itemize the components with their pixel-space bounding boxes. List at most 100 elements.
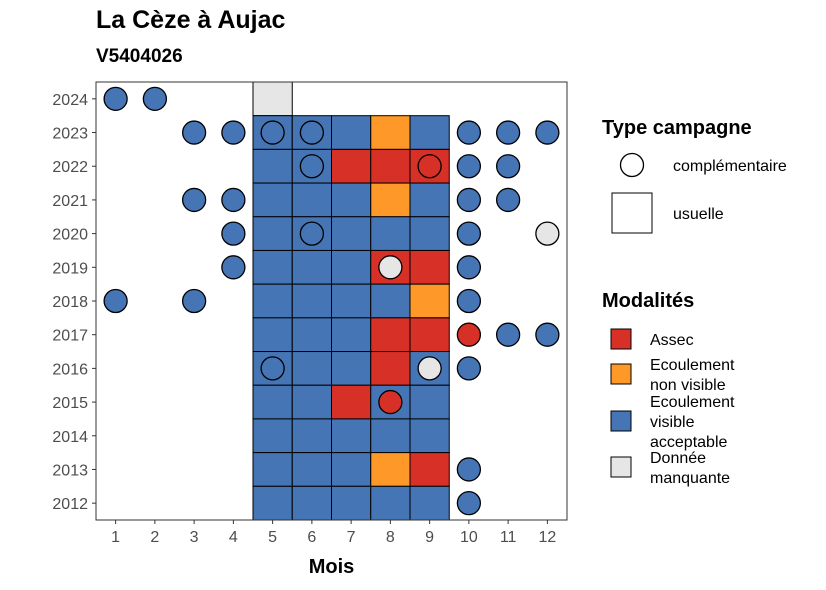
- tile-2019-7: [331, 249, 372, 285]
- y-tick-label-2022: 2022: [52, 159, 88, 176]
- y-tick-label-2018: 2018: [52, 294, 88, 311]
- tile-2012-9: [409, 485, 450, 521]
- tile-2019-6: [291, 249, 332, 285]
- point-2016-10: [456, 356, 482, 381]
- point-2019-8: [378, 255, 403, 280]
- x-tick-label-3: 3: [190, 529, 199, 546]
- y-tick-label-2024: 2024: [52, 92, 88, 109]
- tile-2016-8: [370, 351, 411, 386]
- tile-2018-8: [370, 283, 411, 319]
- tile-2022-7: [331, 148, 372, 184]
- legend-label-ecoulement-visible-acceptable-line-2: visible: [650, 414, 695, 431]
- legend-key-ecoulement-visible-acceptable: [610, 410, 632, 432]
- tile-2019-5: [252, 249, 293, 285]
- chart-subtitle: V5404026: [96, 46, 183, 67]
- x-tick-label-7: 7: [347, 529, 356, 546]
- x-tick-label-5: 5: [268, 529, 277, 546]
- y-tick-label-2020: 2020: [52, 227, 88, 244]
- y-tick-label-2021: 2021: [52, 193, 88, 210]
- legend-label-ecoulement-visible-acceptable-line-3: acceptable: [650, 434, 727, 451]
- tile-2014-7: [331, 418, 372, 454]
- x-tick-label-8: 8: [386, 529, 395, 546]
- y-tick-label-2023: 2023: [52, 126, 88, 143]
- tile-2015-5: [252, 384, 293, 420]
- tile-2013-8: [370, 452, 411, 487]
- x-tick-label-10: 10: [460, 529, 478, 546]
- point-2023-6: [299, 120, 325, 145]
- point-2018-3: [181, 288, 207, 314]
- legend-key-assec: [610, 328, 632, 350]
- tile-2020-7: [331, 216, 372, 251]
- tile-2014-6: [291, 418, 332, 454]
- tile-2013-7: [331, 452, 372, 487]
- point-2019-10: [456, 255, 482, 280]
- tile-2023-7: [331, 115, 372, 150]
- point-2023-10: [456, 120, 482, 145]
- y-tick-label-2012: 2012: [52, 496, 88, 513]
- point-2017-12: [535, 322, 560, 347]
- x-tick-label-4: 4: [229, 529, 238, 546]
- legend-label-usuelle: usuelle: [673, 206, 724, 223]
- point-2022-10: [456, 154, 482, 179]
- legend-campagne: Type campagne complémentaire usuelle: [602, 117, 787, 234]
- tile-2017-7: [331, 317, 372, 353]
- tile-2022-5: [252, 148, 293, 184]
- tile-2024-5: [252, 81, 293, 117]
- tile-2021-6: [291, 182, 332, 218]
- plot-area: 1 2 3 4 5 6 7 8 9 10 11 122012201320142015201620172…: [52, 81, 568, 578]
- tile-2015-6: [291, 384, 332, 420]
- x-tick-label-6: 6: [307, 529, 316, 546]
- point-2023-3: [181, 120, 207, 145]
- point-2021-10: [456, 187, 482, 213]
- point-2021-3: [181, 187, 207, 213]
- point-2016-9: [417, 356, 442, 381]
- point-2020-4: [221, 221, 246, 246]
- tile-2012-7: [331, 485, 372, 521]
- tile-2017-5: [252, 317, 293, 353]
- point-2024-1: [103, 86, 128, 111]
- legend-label-donnee-manquante-line-1: Donnée: [650, 450, 706, 467]
- point-2023-12: [535, 120, 560, 145]
- tile-2014-9: [409, 418, 450, 454]
- y-tick-label-2016: 2016: [52, 361, 88, 378]
- tile-2017-9: [409, 317, 450, 353]
- point-2023-5: [260, 120, 285, 145]
- legend-modalites-title: Modalités: [602, 290, 694, 312]
- y-tick-label-2013: 2013: [52, 462, 88, 479]
- y-tick-label-2017: 2017: [52, 328, 88, 345]
- y-tick-label-2019: 2019: [52, 260, 88, 277]
- tile-2016-6: [291, 351, 332, 386]
- point-2018-10: [456, 288, 482, 314]
- y-tick-label-2015: 2015: [52, 395, 88, 412]
- tile-2021-9: [409, 182, 450, 218]
- y-tick-label-2014: 2014: [52, 429, 88, 446]
- tile-2018-7: [331, 283, 372, 319]
- tile-2012-8: [370, 485, 411, 521]
- point-2015-8: [378, 389, 403, 415]
- tile-2014-8: [370, 418, 411, 454]
- point-2021-11: [495, 187, 521, 213]
- tile-2017-8: [370, 317, 411, 353]
- legend-label-assec-line-1: Assec: [650, 332, 694, 349]
- legend-campagne-title: Type campagne: [602, 117, 752, 139]
- tile-2012-6: [291, 485, 332, 521]
- point-2024-2: [142, 86, 168, 111]
- legend-label-ecoulement-non-visible-line-1: Ecoulement: [650, 357, 735, 374]
- tile-2014-5: [252, 418, 293, 454]
- point-2023-4: [221, 120, 246, 145]
- x-tick-label-11: 11: [500, 529, 517, 546]
- point-2017-11: [495, 322, 521, 347]
- chart-title: La Cèze à Aujac: [96, 6, 286, 34]
- legend-label-ecoulement-visible-acceptable-line-1: Ecoulement: [650, 394, 735, 411]
- tile-2019-9: [409, 249, 450, 285]
- point-2023-11: [495, 120, 521, 145]
- tile-2021-7: [331, 182, 372, 218]
- tile-2020-9: [409, 216, 450, 251]
- point-2022-6: [299, 154, 325, 179]
- point-2022-9: [417, 154, 442, 179]
- point-2018-1: [103, 288, 128, 314]
- x-tick-label-1: 1: [111, 529, 120, 546]
- legend-label-complementaire: complémentaire: [673, 158, 787, 175]
- legend-key-usuelle: [611, 192, 653, 234]
- point-2020-10: [456, 221, 482, 246]
